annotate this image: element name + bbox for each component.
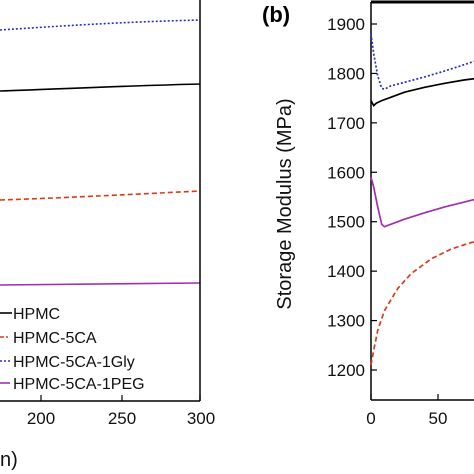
panel-b-y-tick-label: 1800 — [327, 64, 365, 83]
panel-b-y-tick-label: 1500 — [327, 213, 365, 232]
panel-b-series — [370, 33, 474, 366]
panel-a-legend: HPMC HPMC-5CA HPMC-5CA-1Gly HPMC-5CA-1PE… — [0, 306, 145, 393]
legend-label-gly: HPMC-5CA-1Gly — [13, 354, 135, 371]
panel-b: (b) Storage Modulus (MPa) 1200 1300 1400 15… — [262, 0, 474, 428]
panel-b-x-ticks: 0 50 — [366, 394, 447, 428]
panel-b-y-tick-label: 1200 — [327, 361, 365, 380]
legend-label-peg: HPMC-5CA-1PEG — [13, 376, 145, 393]
panel-b-y-tick-label: 1900 — [327, 15, 365, 34]
legend-label-ca: HPMC-5CA — [13, 330, 97, 347]
panel-b-x-tick-label: 0 — [366, 409, 375, 428]
panel-b-label: (b) — [262, 2, 290, 27]
legend-label-hpmc: HPMC — [13, 306, 60, 323]
panel-b-y-tick-label: 1400 — [327, 262, 365, 281]
panel-b-series-hpmc-5ca-1peg — [370, 176, 474, 228]
panel-a-curve-gly — [0, 19, 201, 31]
panel-b-series-hpmc — [370, 77, 474, 107]
panel-b-series-hpmc-5ca-1gly — [370, 33, 474, 91]
panel-b-y-ticks: 1200 1300 1400 1500 1600 1700 1800 1900 — [327, 15, 377, 380]
panel-a-x-tick-label: 200 — [27, 409, 55, 428]
panel-b-series-hpmc-5ca — [370, 240, 474, 366]
panel-a-x-axis-title-fragment: n) — [0, 449, 18, 471]
panel-a-x-tick-label: 300 — [187, 409, 215, 428]
panel-a-curve-ca — [0, 190, 201, 201]
panel-b-y-axis-title: Storage Modulus (MPa) — [274, 98, 296, 309]
panel-b-x-tick-label: 50 — [429, 409, 448, 428]
panel-b-y-tick-label: 1300 — [327, 312, 365, 331]
panel-a-curve-peg — [0, 282, 201, 286]
panel-b-y-tick-label: 1600 — [327, 163, 365, 182]
panel-a: 200 250 300 n) HPMC HPMC-5CA HPMC-5CA-1G… — [0, 0, 215, 471]
panel-a-x-tick-label: 250 — [108, 409, 136, 428]
panel-b-y-tick-label: 1700 — [327, 114, 365, 133]
panel-a-curve-hpmc — [0, 83, 201, 92]
